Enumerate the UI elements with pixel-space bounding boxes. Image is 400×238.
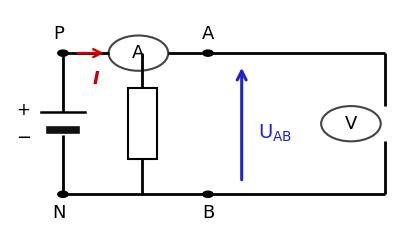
Text: N: N bbox=[52, 204, 66, 222]
Text: U$_{\mathregular{AB}}$: U$_{\mathregular{AB}}$ bbox=[258, 123, 292, 144]
Text: P: P bbox=[54, 25, 64, 43]
Circle shape bbox=[109, 35, 168, 71]
Text: A: A bbox=[132, 44, 145, 62]
Text: I: I bbox=[92, 70, 99, 88]
Text: −: − bbox=[16, 129, 31, 147]
Text: +: + bbox=[16, 101, 30, 119]
Circle shape bbox=[321, 106, 381, 141]
Text: B: B bbox=[202, 204, 214, 222]
Circle shape bbox=[58, 191, 68, 197]
Circle shape bbox=[58, 50, 68, 56]
Circle shape bbox=[203, 50, 213, 56]
Text: V: V bbox=[345, 115, 357, 133]
Text: A: A bbox=[202, 25, 214, 43]
Bar bbox=[128, 89, 157, 159]
Circle shape bbox=[203, 191, 213, 197]
